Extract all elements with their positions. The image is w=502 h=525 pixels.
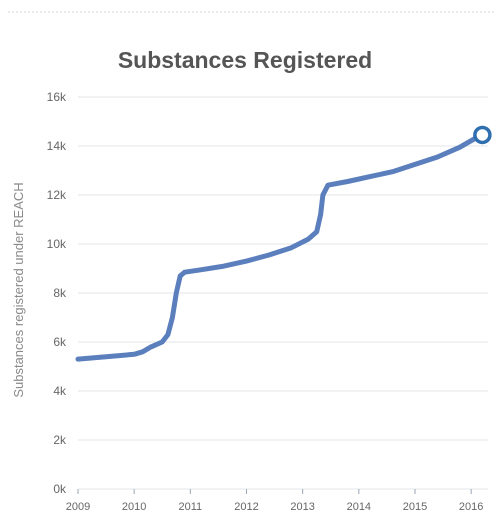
data-point <box>325 183 330 188</box>
data-point <box>289 245 294 250</box>
data-point <box>306 237 311 242</box>
data-point <box>104 354 109 359</box>
y-tick-label: 14k <box>47 139 67 153</box>
data-point <box>435 155 440 160</box>
data-point <box>314 229 319 234</box>
data-point <box>165 332 170 337</box>
data-point <box>76 357 81 362</box>
x-tick-label: 2015 <box>403 501 427 513</box>
y-tick-label: 4k <box>53 384 67 398</box>
data-point <box>199 267 204 272</box>
x-tick-label: 2013 <box>290 501 314 513</box>
data-point <box>244 259 249 264</box>
y-tick-label: 12k <box>47 188 67 202</box>
y-axis-ticks: 0k 2k 4k 6k 8k 10k 12k 14k 16k <box>47 90 67 496</box>
data-point <box>457 145 462 150</box>
y-tick-label: 0k <box>53 482 67 496</box>
data-point <box>140 349 145 354</box>
data-point <box>174 291 179 296</box>
series-layer <box>75 125 492 362</box>
data-point <box>320 193 325 198</box>
data-point <box>182 270 187 275</box>
x-tick-label: 2016 <box>459 501 483 513</box>
x-tick-label: 2011 <box>179 501 203 513</box>
chart-title: Substances Registered <box>118 47 372 73</box>
data-point <box>149 344 154 349</box>
data-point <box>345 179 350 184</box>
data-point <box>132 352 137 357</box>
y-axis-label: Substances registered under REACH <box>11 182 26 397</box>
y-tick-label: 16k <box>47 90 67 104</box>
x-tick-label: 2012 <box>234 501 258 513</box>
data-point <box>318 212 323 217</box>
data-point <box>222 264 227 269</box>
data-point <box>390 169 395 174</box>
x-tick-label: 2009 <box>66 501 90 513</box>
y-tick-label: 6k <box>53 335 67 349</box>
grid <box>78 96 488 490</box>
data-point <box>266 253 271 258</box>
data-point <box>368 174 373 179</box>
x-tick-label: 2010 <box>122 501 146 513</box>
data-point <box>170 315 175 320</box>
x-tick-label: 2014 <box>347 501 371 513</box>
y-tick-label: 8k <box>53 286 67 300</box>
y-tick-label: 10k <box>47 237 67 251</box>
data-point <box>178 273 183 278</box>
end-point-marker <box>473 125 492 145</box>
data-point <box>160 340 165 345</box>
y-tick-label: 2k <box>53 433 67 447</box>
data-point <box>412 162 417 167</box>
x-axis-ticks: 2009 2010 2011 2012 2013 2014 2015 2016 <box>66 489 483 513</box>
series-line <box>75 132 485 362</box>
